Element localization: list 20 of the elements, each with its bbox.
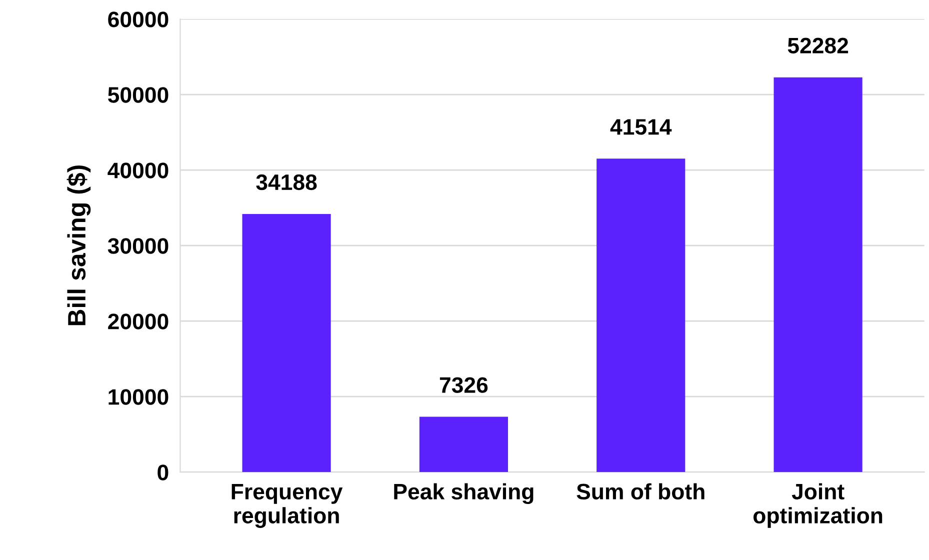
y-tick-label: 0 (158, 464, 168, 480)
x-tick-label: Frequency regulation (232, 484, 343, 528)
data-label: 7326 (440, 377, 488, 393)
y-tick-label: 50000 (108, 87, 168, 103)
data-label: 52282 (788, 38, 848, 54)
y-tick-label: 60000 (108, 12, 168, 28)
y-axis-title: Bill saving ($) (66, 166, 91, 326)
x-tick-label: Peak shaving (394, 483, 534, 504)
y-tick-label: 20000 (108, 314, 168, 330)
bar (242, 214, 331, 472)
data-label: 41514 (610, 119, 672, 135)
y-tick-label: 40000 (108, 162, 168, 178)
y-tick-label: 30000 (108, 238, 168, 254)
y-tick-label: 10000 (108, 389, 168, 405)
bar (774, 77, 862, 472)
bar (419, 416, 508, 472)
x-tick-label: Sum of both (576, 483, 704, 500)
bar (596, 158, 686, 472)
data-label: 34188 (256, 174, 317, 190)
x-tick-label: Joint optimization (754, 483, 882, 528)
